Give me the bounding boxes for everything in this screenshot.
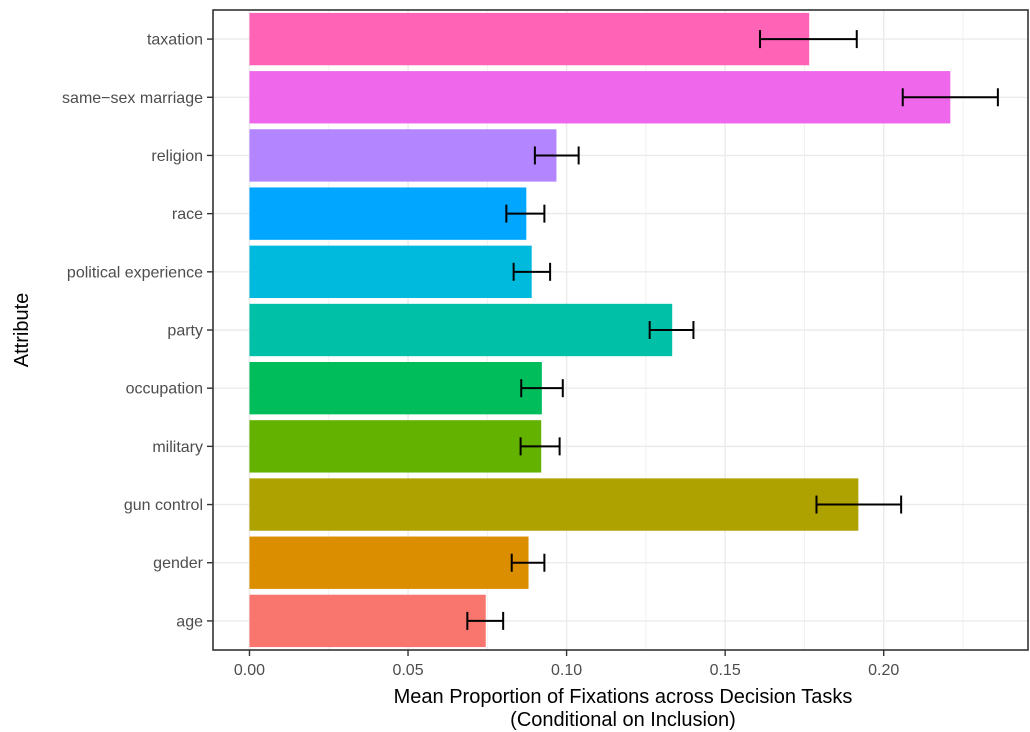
error-bar [519,437,561,456]
x-axis-ticks: 0.00 0.05 0.10 0.15 0.20 [234,650,899,679]
bar-party [249,303,673,357]
bar-race [249,187,527,240]
error-bar [533,146,580,165]
x-axis-title: Mean Proportion of Fixations across Deci… [394,686,853,708]
y-tick-label: taxation [147,32,203,49]
bar-religion [249,129,557,182]
x-axis-title-line2: (Conditional on Inclusion) [510,709,736,731]
y-tick-label: gender [153,555,203,572]
bar-military [249,420,542,473]
y-tick-label: race [172,206,203,223]
error-bar [815,495,903,514]
y-tick-label: same−sex marriage [62,90,203,107]
y-tick-label: gun control [124,497,203,514]
error-bar [901,88,999,107]
bar-gender [249,536,529,589]
bars [249,12,951,648]
error-bar [512,262,552,281]
x-tick-label: 0.10 [551,662,582,679]
bar-gun-control [249,478,859,531]
error-bars [466,30,999,630]
x-tick-label: 0.15 [710,662,741,679]
error-bar [505,204,546,223]
error-bar [648,321,695,339]
y-tick-label: occupation [126,381,203,398]
error-bar [520,379,564,398]
x-tick-label: 0.05 [392,662,423,679]
error-bar [466,611,505,630]
y-axis-ticks: age gender gun control military occupation pa… [62,32,213,630]
bar-age [249,594,486,648]
bar-occupation [249,362,542,415]
x-tick-label: 0.20 [868,662,899,679]
y-tick-label: age [176,613,203,630]
x-tick-label: 0.00 [234,662,265,679]
y-tick-label: military [152,439,203,456]
bar-political-experience [249,245,532,298]
bar-same-sex-marriage [249,71,951,124]
y-tick-label: political experience [67,264,203,281]
error-bar [510,553,546,572]
error-bar [759,30,858,49]
y-tick-label: party [167,323,203,340]
bar-taxation [249,12,810,66]
y-axis-title: Attribute [11,293,33,367]
y-tick-label: religion [151,148,203,165]
